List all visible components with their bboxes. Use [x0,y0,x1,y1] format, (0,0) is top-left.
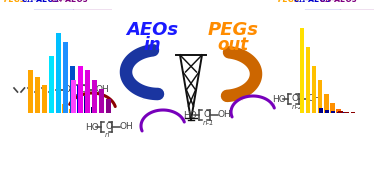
Text: n-2: n-2 [292,104,304,110]
Bar [90,107,96,113]
Bar [56,99,60,113]
Text: PEGs: PEGs [208,21,259,39]
Text: in: in [143,36,161,54]
Bar [318,80,322,113]
Bar [330,103,335,113]
Text: out: out [217,36,249,54]
Text: O: O [203,110,210,119]
Bar [312,66,316,113]
Bar [69,109,74,113]
Text: O: O [63,85,70,94]
Bar [49,92,54,113]
Bar [338,111,343,113]
Bar [99,89,104,113]
Text: n: n [105,132,110,138]
Bar [350,112,355,113]
Bar [343,112,348,113]
Text: OH: OH [307,94,321,103]
Bar [71,80,76,113]
Bar [337,112,341,113]
Bar [85,70,90,113]
Text: PEGs: PEGs [278,0,299,4]
Bar [84,96,88,113]
Bar [50,56,54,113]
Bar [35,77,40,113]
Text: O: O [105,122,112,131]
Bar [344,112,349,113]
Bar [319,108,323,113]
Bar [78,66,83,113]
Text: C₁₂-AEOs: C₁₂-AEOs [22,0,59,4]
Text: C₁₂-AEOs: C₁₂-AEOs [294,0,332,4]
Text: O: O [79,85,86,94]
Bar [336,109,341,113]
Bar [63,42,68,113]
Bar [324,94,328,113]
Bar [56,33,61,113]
Text: C₁₄-AEOs: C₁₄-AEOs [320,0,358,4]
Bar [299,28,304,113]
Text: AEOs: AEOs [126,21,178,39]
Bar [325,110,329,113]
Text: HO: HO [85,124,99,133]
Bar [92,80,97,113]
Text: OH: OH [95,85,109,94]
Text: n: n [79,95,84,101]
Text: C₁₄-AEOs: C₁₄-AEOs [51,0,89,4]
Bar [62,104,67,113]
Bar [70,66,75,113]
Bar [77,85,82,113]
Text: HO: HO [183,111,197,121]
Text: HO: HO [272,96,286,105]
Text: OH: OH [218,110,232,119]
Text: PEGs: PEGs [4,0,25,4]
Bar [28,70,33,113]
Bar [331,111,335,113]
Text: n-1: n-1 [203,120,214,126]
Bar [113,108,118,113]
Bar [42,85,47,113]
Bar [306,47,310,113]
Text: OH: OH [120,122,134,131]
Bar [105,99,110,113]
Text: O: O [292,94,299,103]
